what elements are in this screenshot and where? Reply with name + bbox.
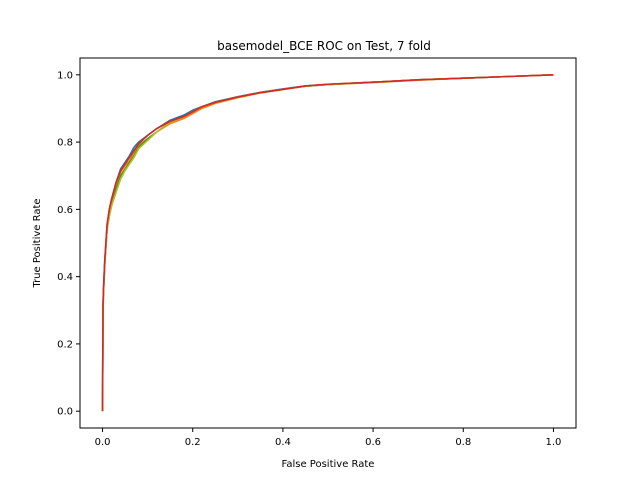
x-axis-label: False Positive Rate xyxy=(282,459,375,470)
x-tick-label: 0.8 xyxy=(455,437,471,448)
y-tick-label: 0.8 xyxy=(57,138,73,149)
chart-title: basemodel_BCE ROC on Test, 7 fold xyxy=(217,39,431,53)
y-tick-label: 0.2 xyxy=(57,339,73,350)
x-tick-label: 1.0 xyxy=(546,437,562,448)
y-tick-label: 1.0 xyxy=(57,70,73,81)
x-axis: 0.0 0.2 0.4 0.6 0.8 1.0 xyxy=(95,428,562,448)
roc-series-line-5 xyxy=(101,74,554,412)
y-tick-label: 0.0 xyxy=(57,407,73,418)
y-tick-label: 0.6 xyxy=(57,205,73,216)
x-tick-label: 0.4 xyxy=(275,437,291,448)
x-tick-label: 0.2 xyxy=(185,437,201,448)
y-tick-label: 0.4 xyxy=(57,272,73,283)
x-tick-label: 0.0 xyxy=(95,437,111,448)
series-layer xyxy=(101,74,554,412)
plot-frame xyxy=(79,57,577,429)
y-axis-label: True Positive Rate xyxy=(32,198,43,288)
x-tick-label: 0.6 xyxy=(365,437,381,448)
y-axis: 0.0 0.2 0.4 0.6 0.8 1.0 xyxy=(57,70,80,418)
